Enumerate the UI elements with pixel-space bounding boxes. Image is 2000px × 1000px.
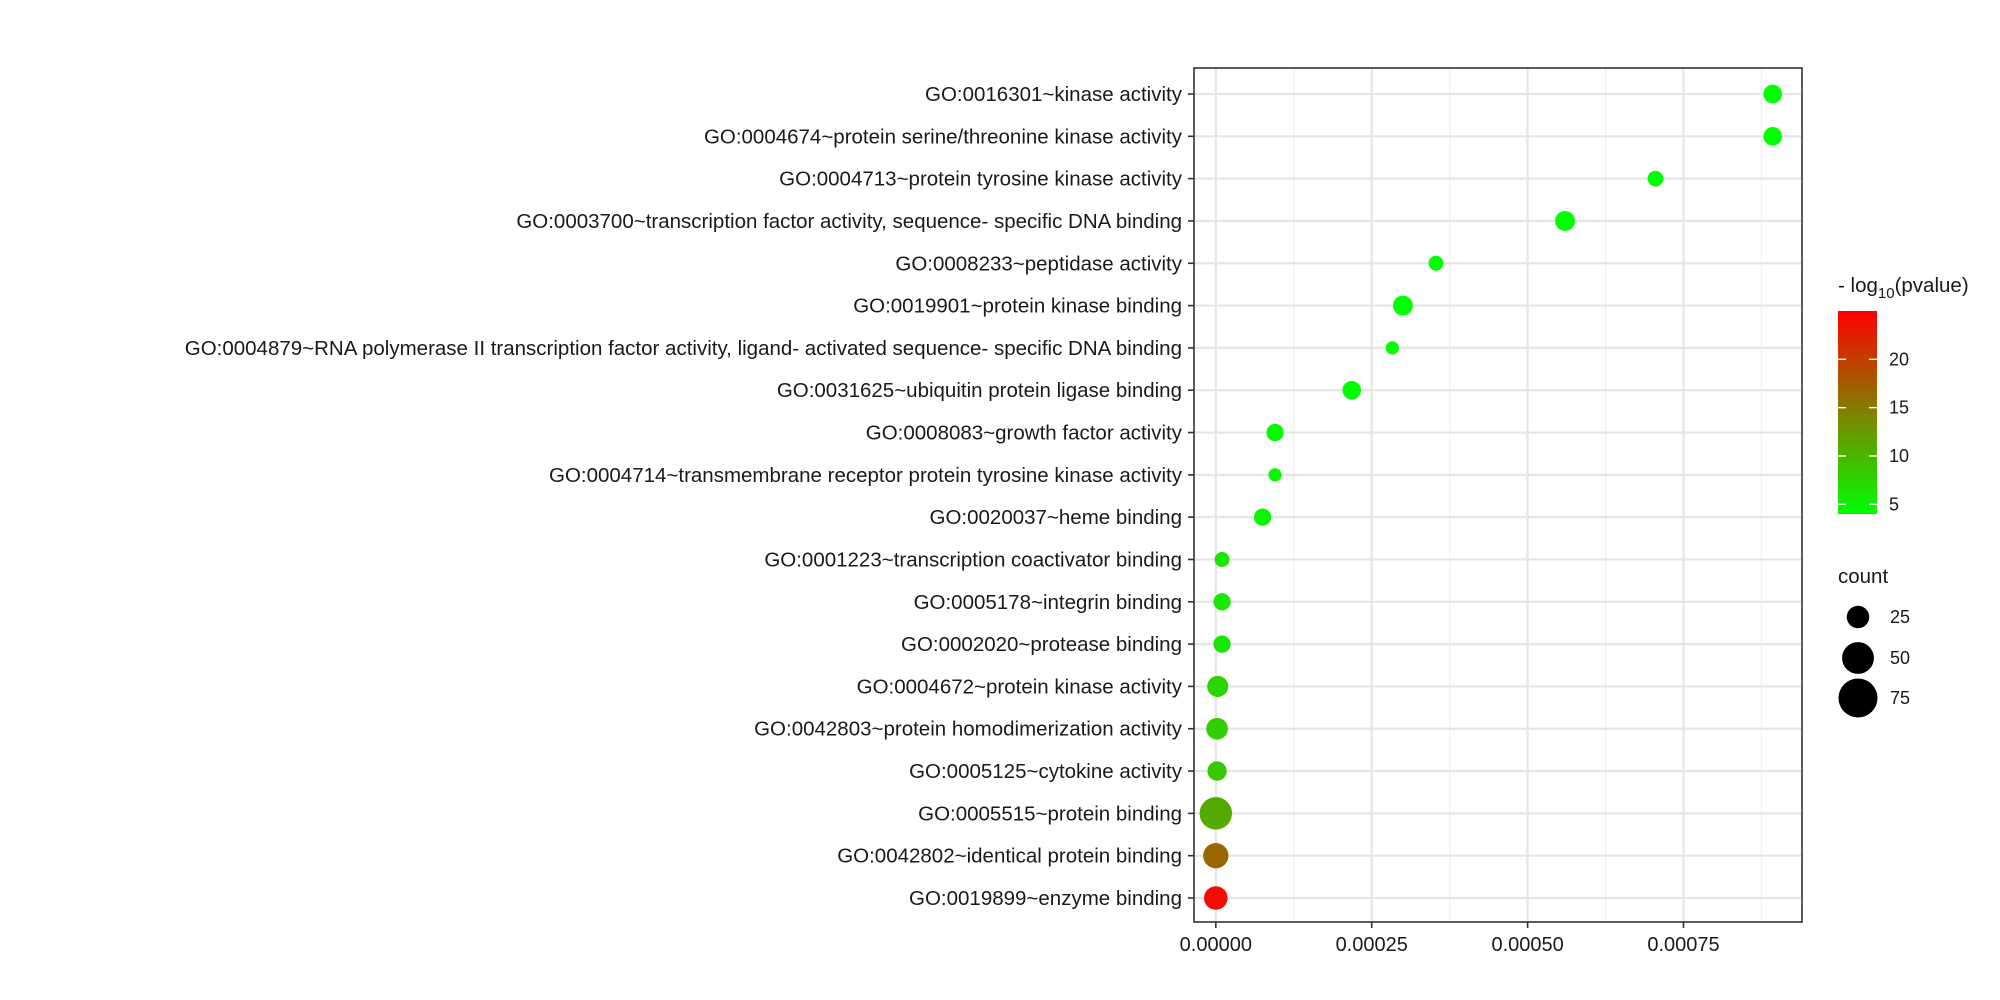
- size-legend: count 25 50 75: [1838, 565, 1910, 718]
- category-label: GO:0005125~cytokine activity: [909, 760, 1183, 783]
- category-label: GO:0020037~heme binding: [930, 506, 1182, 529]
- category-label: GO:0016301~kinase activity: [925, 83, 1183, 106]
- category-label: GO:0004713~protein tyrosine kinase activ…: [779, 168, 1183, 191]
- data-point: [1342, 380, 1362, 400]
- color-legend-label: 20: [1889, 349, 1909, 369]
- data-point: [1204, 886, 1228, 910]
- category-label: GO:0019901~protein kinase binding: [853, 295, 1182, 318]
- category-label: GO:0004674~protein serine/threonine kina…: [704, 125, 1183, 148]
- size-legend-key: [1842, 642, 1874, 674]
- data-point: [1763, 84, 1783, 104]
- category-label: GO:0008083~growth factor activity: [866, 422, 1183, 445]
- data-point: [1385, 341, 1399, 355]
- color-legend-label: 15: [1889, 398, 1909, 418]
- color-legend-label: 10: [1889, 446, 1909, 466]
- x-tick-label: 0.00025: [1336, 934, 1408, 956]
- category-label: GO:0019899~enzyme binding: [909, 887, 1182, 910]
- panel-border: [1193, 67, 1803, 923]
- size-legend-key: [1846, 605, 1870, 629]
- data-point: [1392, 295, 1413, 316]
- category-label: GO:0031625~ubiquitin protein ligase bind…: [777, 379, 1182, 402]
- data-point: [1207, 761, 1227, 781]
- data-point: [1428, 255, 1444, 271]
- data-point: [1647, 170, 1664, 187]
- data-point: [1763, 127, 1783, 146]
- data-point: [1203, 842, 1229, 869]
- category-label: GO:0008233~peptidase activity: [895, 252, 1182, 275]
- category-label: GO:0004672~protein kinase activity: [857, 675, 1183, 698]
- size-legend-label: 75: [1890, 688, 1910, 708]
- data-point: [1207, 675, 1229, 697]
- data-point: [1206, 717, 1228, 740]
- color-legend-title: - log10(pvalue): [1838, 274, 1969, 302]
- category-label: GO:0004879~RNA polymerase II transcripti…: [185, 337, 1182, 360]
- category-labels: GO:0016301~kinase activity GO:0004674~pro…: [185, 83, 1194, 910]
- color-legend-label: 5: [1889, 494, 1899, 514]
- plot-panel: [1194, 68, 1802, 922]
- data-point: [1213, 593, 1231, 611]
- size-legend-title: count: [1838, 565, 1888, 588]
- category-label: GO:0042803~protein homodimerization acti…: [754, 718, 1183, 741]
- size-legend-key: [1838, 678, 1878, 718]
- category-label: GO:0003700~transcription factor activity…: [516, 210, 1182, 233]
- grid-lines: [1194, 68, 1802, 922]
- data-point: [1555, 210, 1575, 231]
- size-legend-label: 25: [1890, 607, 1910, 627]
- size-legend-label: 50: [1890, 648, 1910, 668]
- category-label: GO:0001223~transcription coactivator bin…: [764, 548, 1182, 571]
- data-point: [1199, 797, 1233, 830]
- category-label: GO:0002020~protease binding: [901, 633, 1182, 656]
- x-axis: 0.00000 0.00025 0.00050 0.00075: [1180, 922, 1720, 956]
- color-bar: [1838, 311, 1877, 514]
- data-point: [1268, 468, 1282, 482]
- category-label: GO:0042802~identical protein binding: [837, 845, 1182, 868]
- x-tick-label: 0.00050: [1491, 934, 1563, 956]
- data-point: [1253, 508, 1272, 526]
- data-point: [1266, 423, 1284, 442]
- category-label: GO:0004714~transmembrane receptor protei…: [549, 464, 1183, 487]
- data-points: [1199, 84, 1783, 910]
- color-legend: - log10(pvalue) 5 10 15 20: [1838, 274, 1969, 514]
- category-label: GO:0005178~integrin binding: [914, 591, 1182, 614]
- x-tick-label: 0.00000: [1180, 934, 1252, 956]
- category-label: GO:0005515~protein binding: [918, 802, 1182, 825]
- data-point: [1214, 552, 1230, 567]
- x-tick-label: 0.00075: [1647, 934, 1719, 956]
- data-point: [1213, 635, 1231, 653]
